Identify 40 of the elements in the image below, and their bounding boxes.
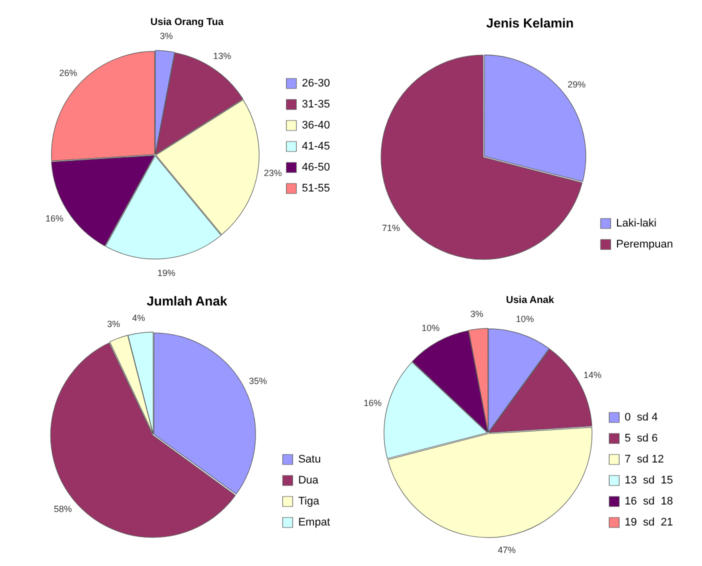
data-label: 3% (470, 308, 484, 319)
legend-label: Laki-laki (616, 218, 656, 230)
legend-label: 26-30 (302, 78, 330, 90)
legend-label: Perempuan (616, 238, 674, 251)
data-label: 14% (584, 370, 602, 380)
data-label: 26% (59, 68, 78, 78)
data-label: 3% (107, 318, 120, 329)
data-label: 10% (516, 314, 534, 324)
chart-title: Usia Anak (506, 294, 554, 306)
data-label: 10% (422, 323, 440, 334)
data-label: 71% (382, 223, 400, 234)
data-label: 4% (132, 312, 146, 323)
legend-label: 16 sd 18 (624, 496, 674, 508)
legend-label: 19 sd 21 (624, 516, 674, 529)
data-label: 16% (46, 213, 64, 224)
legend-label: 7 sd 12 (624, 454, 664, 466)
chart-title: Jumlah Anak (146, 293, 228, 308)
data-label: 35% (248, 376, 267, 386)
legend-label: Empat (298, 516, 330, 529)
data-label: 16% (364, 398, 382, 408)
legend-label: Dua (298, 474, 320, 487)
data-label: 23% (264, 168, 282, 178)
data-label: 13% (213, 50, 232, 61)
legend-label: Satu (298, 454, 321, 466)
data-label: 29% (568, 79, 586, 90)
legend-label: 5 sd 6 (624, 432, 658, 445)
data-label: 19% (157, 268, 176, 278)
data-label: 58% (54, 504, 72, 514)
legend-label: 46-50 (302, 162, 330, 174)
chart-title: Usia Orang Tua (150, 16, 224, 28)
legend-label: 41-45 (302, 140, 330, 153)
legend-label: 0 sd 4 (624, 412, 658, 424)
chart-title: Jenis Kelamin (486, 15, 574, 30)
legend-label: 51-55 (302, 182, 330, 195)
legend-label: 13 sd 15 (624, 474, 674, 487)
legend-label: 31-35 (302, 98, 330, 111)
data-label: 3% (160, 30, 173, 41)
legend-label: 36-40 (302, 120, 330, 132)
legend-label: Tiga (298, 496, 320, 508)
data-label: 47% (498, 545, 516, 556)
